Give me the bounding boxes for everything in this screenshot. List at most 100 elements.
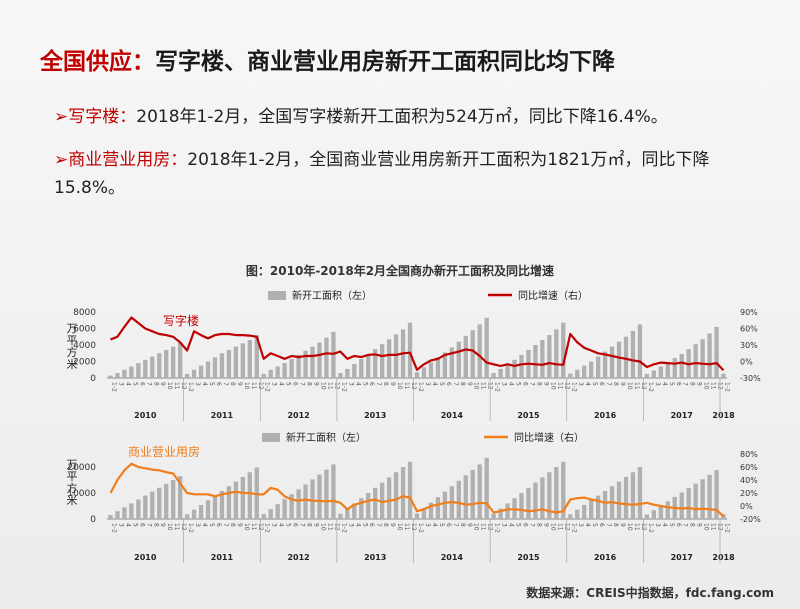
bar	[498, 368, 503, 378]
bar	[393, 334, 399, 378]
bar	[470, 469, 475, 519]
x-month-label: 9	[159, 382, 166, 386]
x-month-label: 1-2	[264, 523, 271, 533]
bar	[136, 499, 141, 519]
x-month-label: 10	[549, 382, 556, 390]
x-year-label: 2011	[211, 411, 234, 420]
bar	[282, 363, 287, 378]
title-rest: 写字楼、商业营业用房新开工面积同比均下降	[155, 49, 615, 75]
bar	[122, 507, 127, 519]
y-left-tick-label: 6000	[73, 325, 96, 335]
x-month-label: 6	[675, 523, 682, 527]
x-month-label: 11	[556, 382, 563, 390]
bar	[345, 508, 350, 519]
bar	[498, 508, 503, 519]
bar	[157, 487, 162, 519]
bar	[136, 363, 141, 378]
bar	[561, 322, 566, 378]
legend-bar-swatch	[262, 433, 280, 442]
x-month-label: 9	[696, 382, 703, 386]
y-left-axis-label: 平	[67, 334, 78, 347]
bar	[212, 357, 218, 378]
x-month-label: 3	[501, 523, 508, 527]
bar	[191, 369, 197, 378]
bar	[345, 368, 350, 378]
bar	[366, 493, 371, 519]
y-left-axis-label: 万	[67, 458, 78, 471]
x-month-label: 3	[347, 523, 354, 527]
bullet-head: 商业营业用房：	[68, 150, 188, 170]
bullet-text: 2018年1-2月，全国商业营业用房新开工面积为1821万㎡，同比下降15.8%…	[54, 150, 710, 198]
x-month-label: 11	[326, 523, 333, 531]
bar	[191, 509, 197, 519]
x-month-label: 3	[271, 382, 278, 386]
x-month-label: 6	[292, 523, 299, 527]
bar	[637, 467, 643, 519]
source-note: 数据来源：CREIS中指数据，fdc.fang.com	[526, 586, 774, 600]
x-month-label: 9	[389, 523, 396, 527]
bar	[540, 477, 545, 519]
bar	[428, 502, 434, 519]
x-month-label: 11	[403, 523, 410, 531]
y-left-tick-label: 4000	[73, 341, 96, 351]
y-right-tick-label: 90%	[740, 308, 758, 317]
bar	[310, 479, 315, 519]
x-month-label: 6	[675, 382, 682, 386]
x-month-label: 4	[508, 523, 515, 527]
x-month-label: 7	[605, 523, 612, 527]
x-month-label: 4	[354, 382, 361, 386]
x-month-label: 5	[361, 382, 368, 386]
y-left-tick-label: 2000	[73, 358, 96, 368]
x-month-label: 8	[535, 382, 542, 386]
bar	[184, 373, 190, 378]
bar	[282, 499, 287, 519]
bar	[616, 481, 622, 519]
bar	[449, 347, 454, 378]
bar	[547, 335, 552, 378]
bar	[268, 509, 273, 519]
x-month-label: 7	[528, 382, 535, 386]
x-month-label: 10	[243, 382, 250, 390]
bar	[644, 514, 650, 519]
bar	[198, 504, 204, 519]
bar	[226, 349, 232, 378]
y-right-tick-label: 60%	[740, 463, 758, 472]
yoy-growth-line	[109, 462, 725, 518]
bar	[575, 369, 580, 378]
bar	[338, 513, 343, 519]
bar	[421, 367, 427, 378]
legend-bar-label: 新开工面积（左）	[286, 431, 366, 444]
x-month-label: 1-2	[494, 523, 501, 533]
x-month-label: 8	[306, 523, 313, 527]
bar	[331, 331, 336, 378]
y-right-tick-label: -30%	[740, 374, 761, 383]
x-month-label: 5	[131, 523, 138, 527]
x-month-label: 11	[326, 382, 333, 390]
x-month-label: 8	[306, 382, 313, 386]
x-month-label: 7	[299, 523, 306, 527]
bar	[184, 514, 190, 519]
x-month-label: 4	[124, 382, 131, 386]
bar	[386, 339, 392, 378]
x-month-label: 6	[292, 382, 299, 386]
x-month-label: 3	[117, 382, 124, 386]
bar	[700, 479, 705, 519]
bar	[212, 495, 218, 519]
x-month-label: 11	[250, 382, 257, 390]
bar	[658, 505, 663, 519]
bar	[150, 491, 155, 519]
x-month-label: 1-2	[724, 382, 731, 392]
bar	[477, 464, 482, 519]
yoy-growth-line	[110, 316, 725, 372]
x-month-label: 5	[361, 523, 368, 527]
bar	[317, 474, 322, 519]
x-month-label: 7	[222, 523, 229, 527]
bar	[505, 364, 510, 378]
bar	[380, 344, 385, 378]
x-month-label: 8	[689, 523, 696, 527]
bar	[303, 350, 308, 378]
x-month-label: 9	[159, 523, 166, 527]
x-month-label: 7	[682, 382, 689, 386]
